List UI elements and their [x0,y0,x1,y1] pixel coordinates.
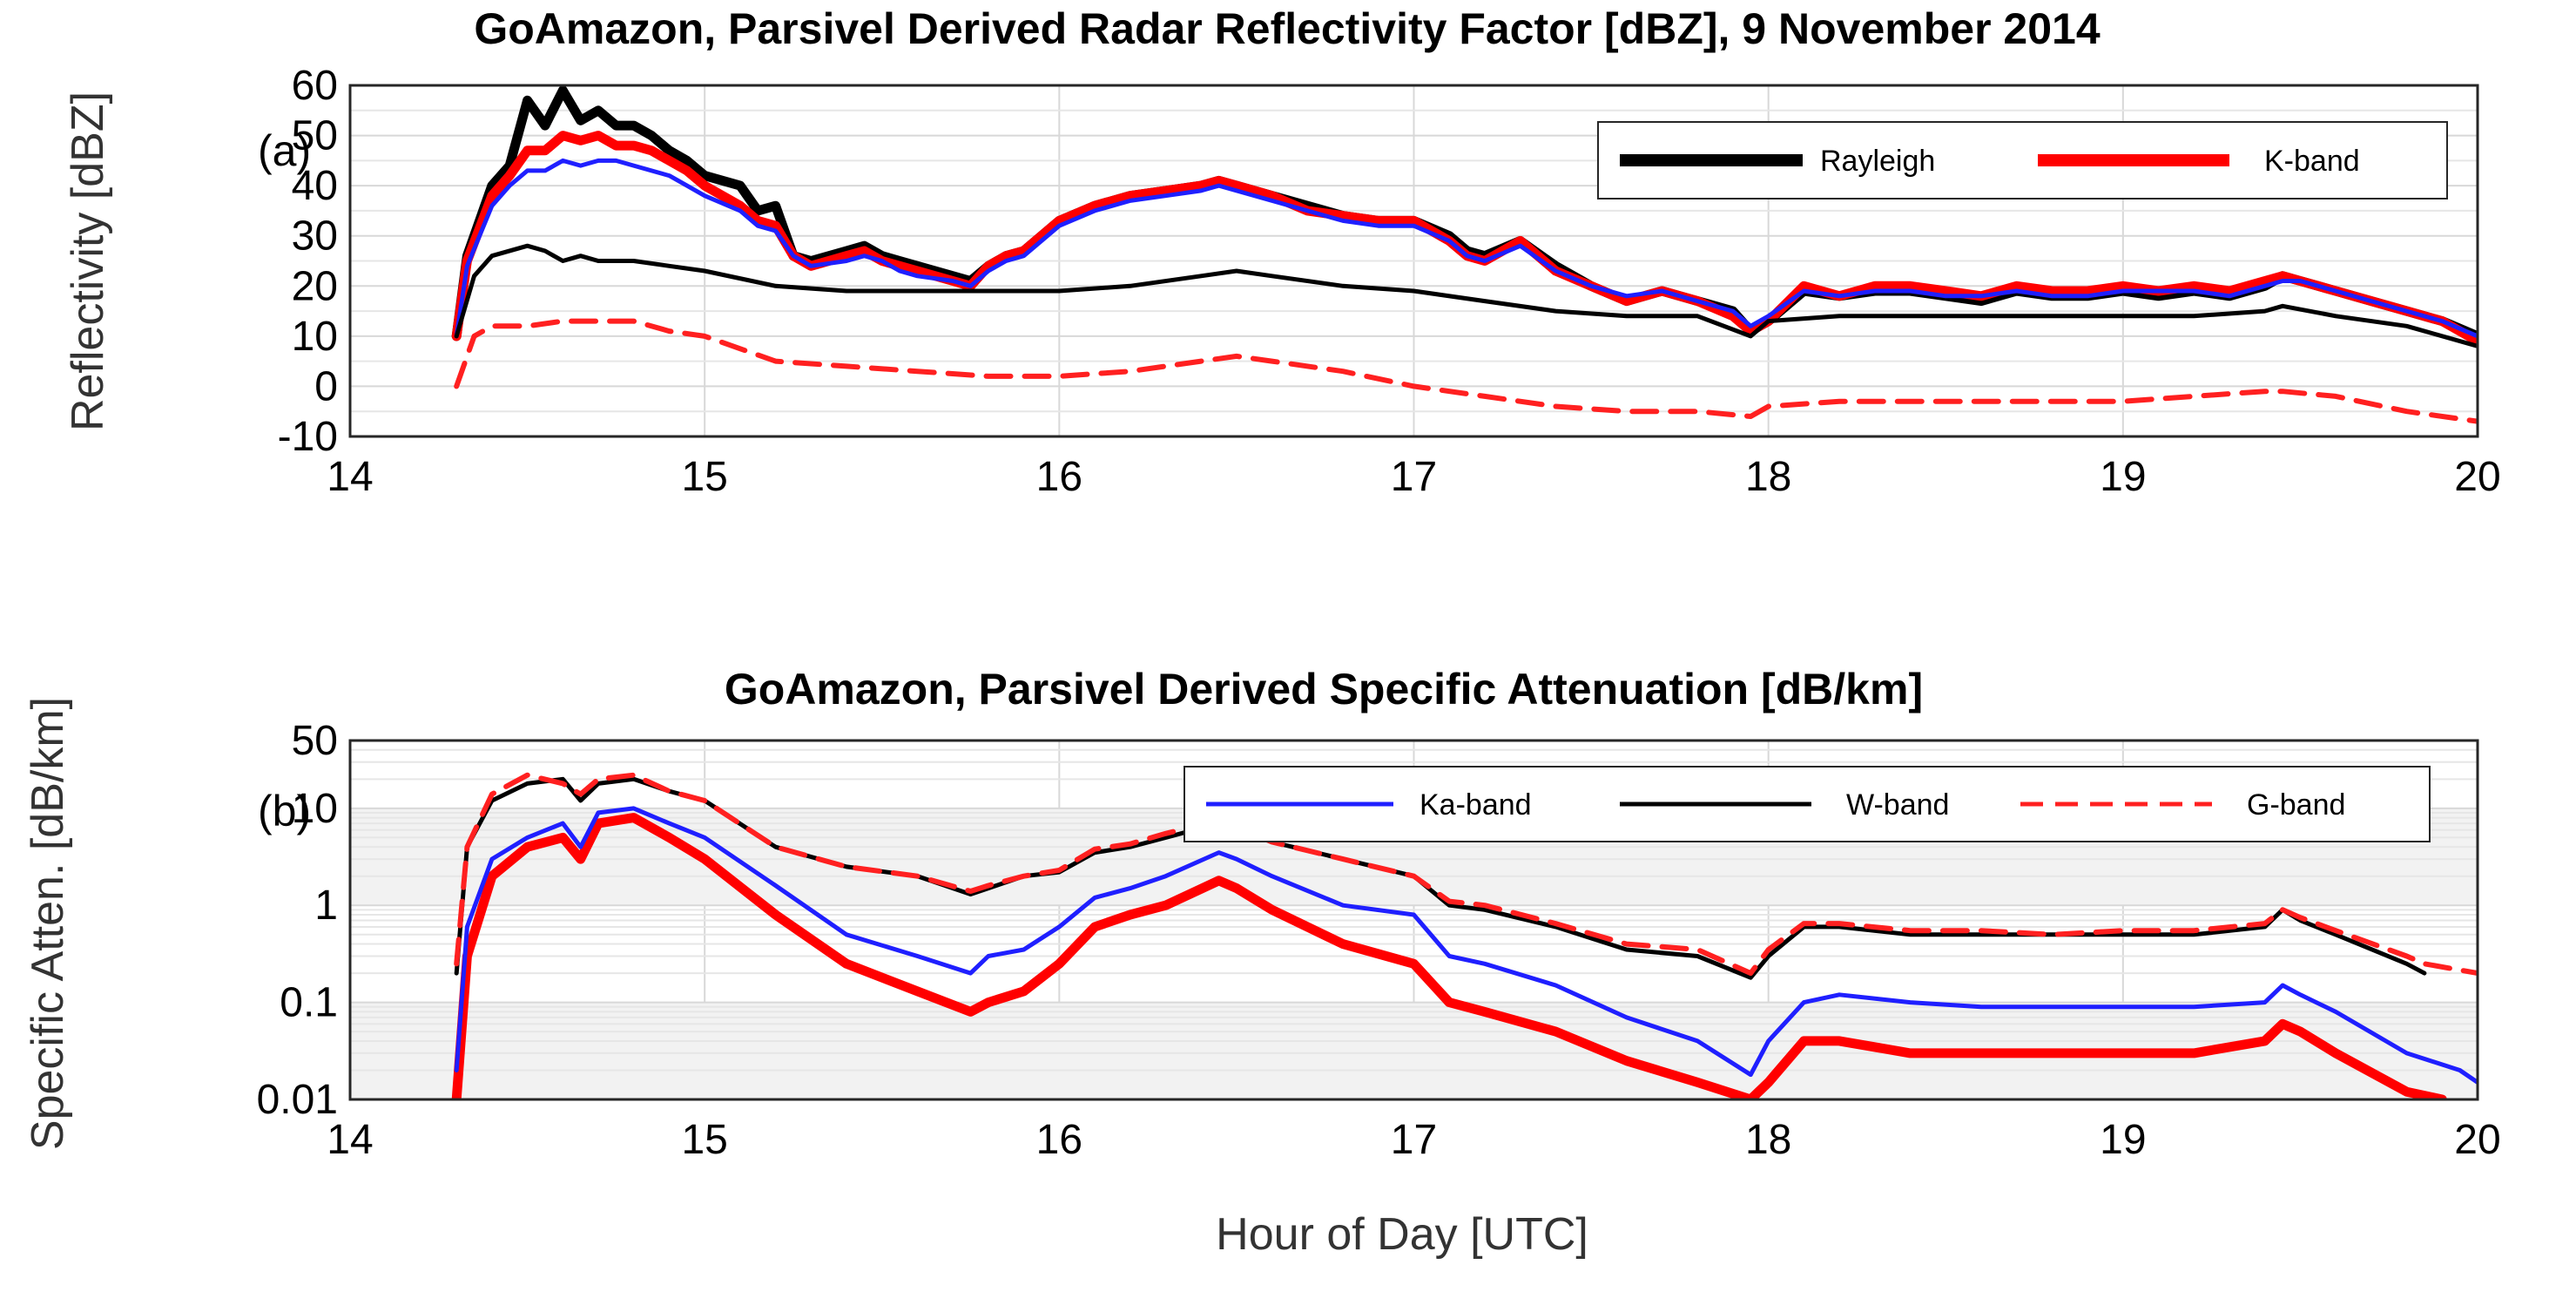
chart-title-b: GoAmazon, Parsivel Derived Specific Atte… [725,665,1923,713]
y-tick-label: 30 [292,213,338,260]
x-tick-label: 14 [327,454,373,500]
y-tick-label: 0.01 [257,1077,338,1123]
y-tick-label: 60 [292,63,338,109]
y-tick-label: 10 [292,314,338,360]
y-tick-label: 10 [292,786,338,832]
legend-b: Ka-band W-band G-band [1183,766,2431,842]
y-axis-label-a: Reflectivity [dBZ] [63,91,113,431]
legend-label-k-band: K-band [2264,145,2360,178]
x-tick-label: 20 [2454,454,2500,500]
tick-labels-b: 14 15 16 17 18 19 20 0.01 0.1 1 10 50 [257,718,2501,1163]
legend-a: Rayleigh K-band [1597,121,2448,200]
chart-panel-b: GoAmazon, Parsivel Derived Specific Atte… [23,665,2501,1260]
y-tick-label: 40 [292,163,338,209]
x-tick-label: 17 [1391,1117,1437,1163]
legend-label-ka-band: Ka-band [1419,788,1532,822]
x-tick-label: 18 [1745,1117,1791,1163]
chart-panel-a: GoAmazon, Parsivel Derived Radar Reflect… [63,4,2501,500]
x-tick-label: 16 [1036,1117,1082,1163]
y-tick-label: 0 [314,363,338,409]
x-tick-label: 14 [327,1117,373,1163]
series-line-ka-band [454,806,2478,1085]
x-axis-label-b: Hour of Day [UTC] [1216,1209,1588,1260]
y-tick-label: 0.1 [280,980,338,1026]
x-tick-label: 19 [2100,454,2146,500]
series-line-k-band [451,131,2478,347]
series-layer-b [451,772,2478,1099]
series-line-g-band [454,318,2478,424]
panel-label-b: (b) [258,787,311,835]
series-line-w-band [454,243,2478,348]
legend-label-g-band: G-band [2247,788,2345,822]
x-tick-label: 19 [2100,1117,2146,1163]
y-tick-label: 50 [292,113,338,159]
x-tick-label: 20 [2454,1117,2500,1163]
y-tick-label: 20 [292,263,338,309]
chart-title-a: GoAmazon, Parsivel Derived Radar Reflect… [474,4,2101,53]
y-tick-label: -10 [278,414,338,460]
axes-box-b [348,739,2479,1101]
y-tick-label: 50 [292,718,338,764]
x-tick-label: 17 [1391,454,1437,500]
series-line-ka-band [454,158,2478,339]
x-tick-label: 16 [1036,454,1082,500]
axes-box-a [348,84,2479,438]
series-line-g-band [454,772,2478,977]
y-tick-label: 1 [314,883,338,929]
y-axis-label-b: Specific Atten. [dB/km] [23,697,73,1150]
panel-label-a: (a) [258,126,311,175]
legend-label-w-band: W-band [1846,788,1949,822]
x-tick-label: 18 [1745,454,1791,500]
series-line-k-band [451,813,2447,1099]
series-layer-a [451,85,2478,424]
legend-label-rayleigh: Rayleigh [1820,145,1935,178]
x-tick-label: 15 [681,1117,727,1163]
x-tick-label: 15 [681,454,727,500]
